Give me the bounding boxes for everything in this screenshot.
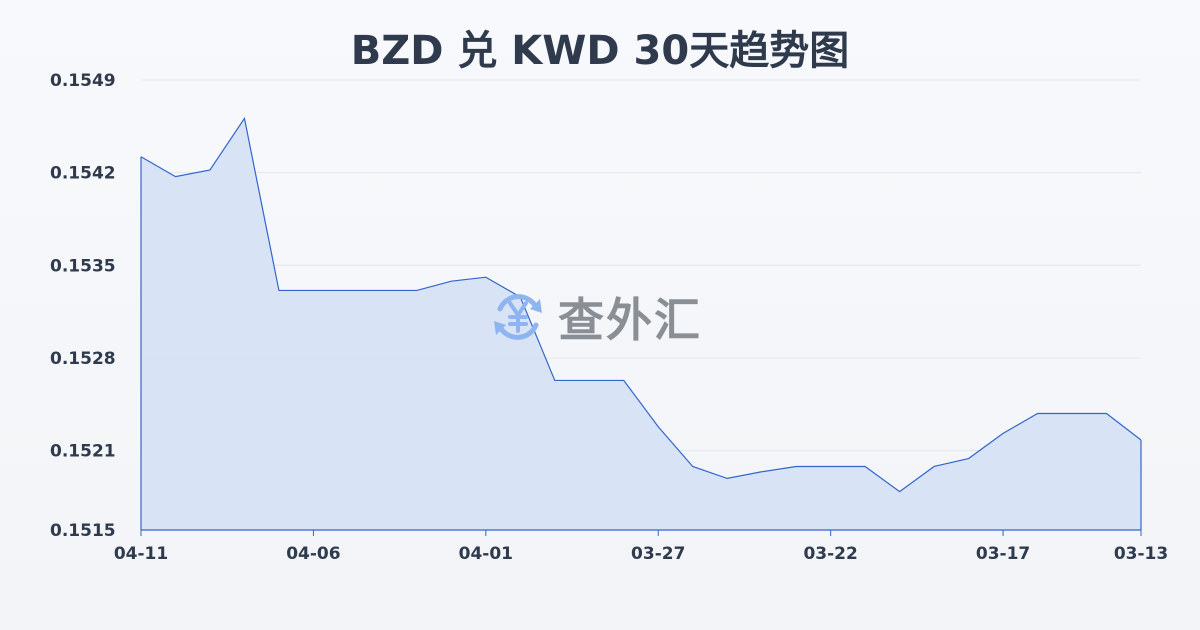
series-line xyxy=(140,116,1142,493)
x-tick-label: 04-11 xyxy=(114,544,168,564)
watermark: 查外汇 xyxy=(488,284,702,350)
y-tick-label: 0.1542 xyxy=(50,164,116,184)
yen-exchange-icon xyxy=(494,294,542,340)
y-tick-label: 0.1549 xyxy=(50,71,116,91)
x-tick-label: 03-17 xyxy=(976,544,1030,564)
x-tick-label: 03-27 xyxy=(631,544,685,564)
x-tick-label: 04-01 xyxy=(459,544,513,564)
y-tick-label: 0.1515 xyxy=(50,521,116,541)
x-tick-label: 04-06 xyxy=(286,544,340,564)
area-fill xyxy=(141,118,1141,530)
x-tick-label: 03-13 xyxy=(1114,544,1168,564)
x-tick-label: 03-22 xyxy=(803,544,857,564)
chart-title: BZD 兑 KWD 30天趋势图 xyxy=(350,28,850,74)
y-tick-label: 0.1528 xyxy=(50,349,116,369)
y-tick-label: 0.1535 xyxy=(50,256,116,276)
watermark-text: 查外汇 xyxy=(558,293,702,347)
y-tick-label: 0.1521 xyxy=(50,442,116,462)
